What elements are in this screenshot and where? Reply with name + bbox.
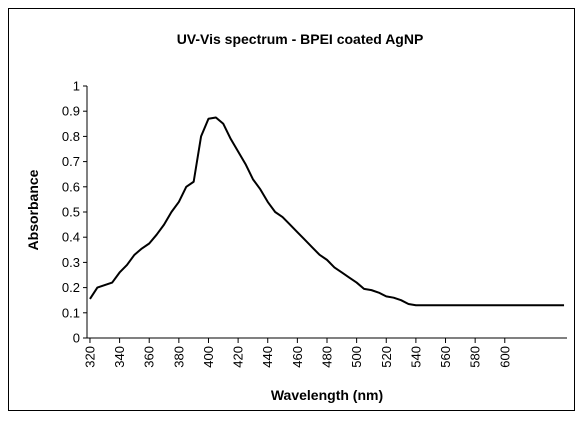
x-tick-label: 400 (201, 346, 216, 368)
x-tick-label: 460 (290, 346, 305, 368)
x-tick-label: 520 (379, 346, 394, 368)
y-tick-label: 0.1 (62, 305, 80, 320)
chart-title: UV-Vis spectrum - BPEI coated AgNP (177, 31, 424, 47)
x-tick-label: 420 (231, 346, 246, 368)
y-tick-label: 0.2 (62, 280, 80, 295)
y-tick-label: 0.7 (62, 154, 80, 169)
x-tick-label: 360 (142, 346, 157, 368)
y-tick-label: 0.8 (62, 129, 80, 144)
y-tick-label: 0.4 (62, 230, 80, 245)
x-tick-label: 440 (260, 346, 275, 368)
data-line (89, 116, 565, 307)
x-tick-label: 500 (349, 346, 364, 368)
x-tick-label: 340 (112, 346, 127, 368)
x-axis-label: Wavelength (nm) (271, 387, 383, 403)
y-axis-label: Absorbance (25, 169, 41, 250)
x-tick-label: 560 (438, 346, 453, 368)
x-tick-label: 380 (171, 346, 186, 368)
x-tick-label: 580 (468, 346, 483, 368)
y-tick-label: 0.6 (62, 179, 80, 194)
chart-frame (8, 8, 575, 411)
y-tick-label: 0 (73, 331, 80, 346)
x-tick-label: 600 (497, 346, 512, 368)
y-tick-label: 0.3 (62, 255, 80, 270)
x-tick-label: 480 (320, 346, 335, 368)
y-tick-label: 1 (73, 79, 80, 94)
y-tick-label: 0.5 (62, 205, 80, 220)
x-tick-label: 320 (82, 346, 97, 368)
y-tick-label: 0.9 (62, 104, 80, 119)
x-tick-label: 540 (408, 346, 423, 368)
